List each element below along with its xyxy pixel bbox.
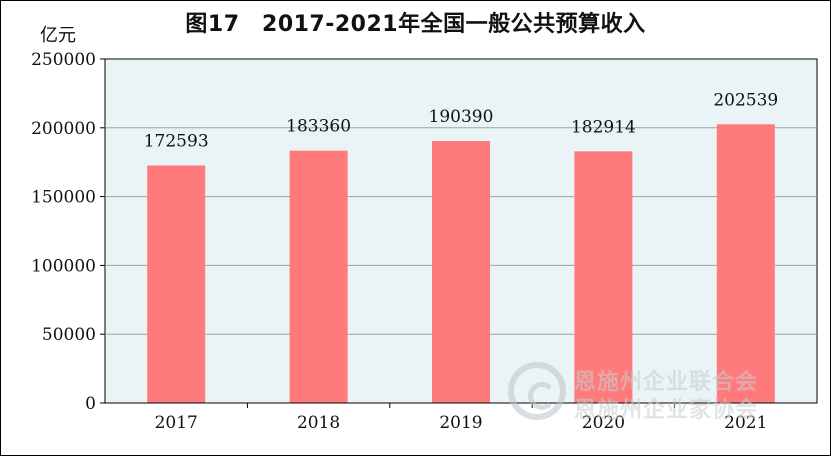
x-tick-label: 2018 <box>297 413 340 433</box>
y-tick-label: 100000 <box>31 256 96 276</box>
logo-ring-icon <box>508 362 566 420</box>
x-tick-label: 2021 <box>724 413 767 433</box>
bar <box>574 151 633 403</box>
data-label: 183360 <box>286 117 351 137</box>
y-axis-unit-label: 亿元 <box>40 25 76 46</box>
y-axis: 0 50000 100000 150000 200000 250000 <box>31 50 105 414</box>
bar <box>432 141 490 403</box>
bar <box>147 165 206 403</box>
bar <box>289 150 348 403</box>
data-label: 172593 <box>144 132 209 152</box>
watermark-line-2: 恩施州企业家协会 <box>574 398 759 423</box>
y-tick-label: 250000 <box>31 50 96 70</box>
x-axis: 2017 2018 2019 2020 2021 <box>105 402 817 433</box>
x-tick-label: 2017 <box>155 413 198 433</box>
watermark-line-1: 恩施州企业联合会 <box>574 370 759 395</box>
y-tick-label: 200000 <box>31 119 96 139</box>
y-tick-label: 150000 <box>31 188 96 208</box>
data-label: 202539 <box>713 90 778 110</box>
data-labels: 172593 183360 190390 182914 202539 <box>144 90 779 151</box>
bar <box>716 124 775 403</box>
bar-series <box>147 124 775 403</box>
data-label: 182914 <box>571 117 636 137</box>
chart-title: 图17 2017-2021年全国一般公共预算收入 <box>185 12 646 37</box>
x-tick-label: 2019 <box>439 413 482 433</box>
y-tick-label: 50000 <box>42 325 96 345</box>
x-tick-label: 2020 <box>582 413 625 433</box>
watermark: 恩施州企业联合会 恩施州企业家协会 <box>508 362 808 426</box>
y-tick-label: 0 <box>85 394 96 414</box>
data-label: 190390 <box>429 107 494 127</box>
